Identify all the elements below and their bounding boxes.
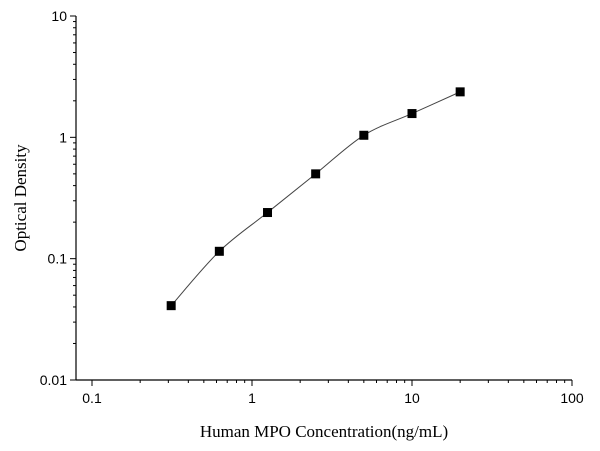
- x-tick-label: 10: [404, 390, 420, 406]
- y-axis-title: Optical Density: [11, 144, 30, 252]
- data-points: [166, 87, 465, 311]
- x-tick-label: 0.1: [82, 390, 102, 406]
- y-axis-ticks: 0.01 0.1 1 10: [40, 8, 76, 388]
- x-tick-label: 1: [248, 390, 256, 406]
- data-point: [263, 208, 273, 218]
- y-tick-label: 10: [51, 8, 67, 24]
- axes: [75, 16, 572, 381]
- data-point: [455, 87, 465, 97]
- data-point: [214, 246, 224, 256]
- x-tick-label: 100: [560, 390, 584, 406]
- data-point: [166, 301, 176, 311]
- data-point: [407, 109, 417, 119]
- data-point: [359, 130, 369, 140]
- data-point: [311, 169, 321, 179]
- y-tick-label: 0.01: [40, 372, 67, 388]
- y-tick-label: 1: [59, 129, 67, 145]
- y-tick-label: 0.1: [48, 251, 68, 267]
- x-axis-ticks: 0.1 1 10 100: [82, 380, 584, 406]
- fit-curve-line: [170, 91, 461, 306]
- x-axis-title: Human MPO Concentration(ng/mL): [200, 422, 448, 441]
